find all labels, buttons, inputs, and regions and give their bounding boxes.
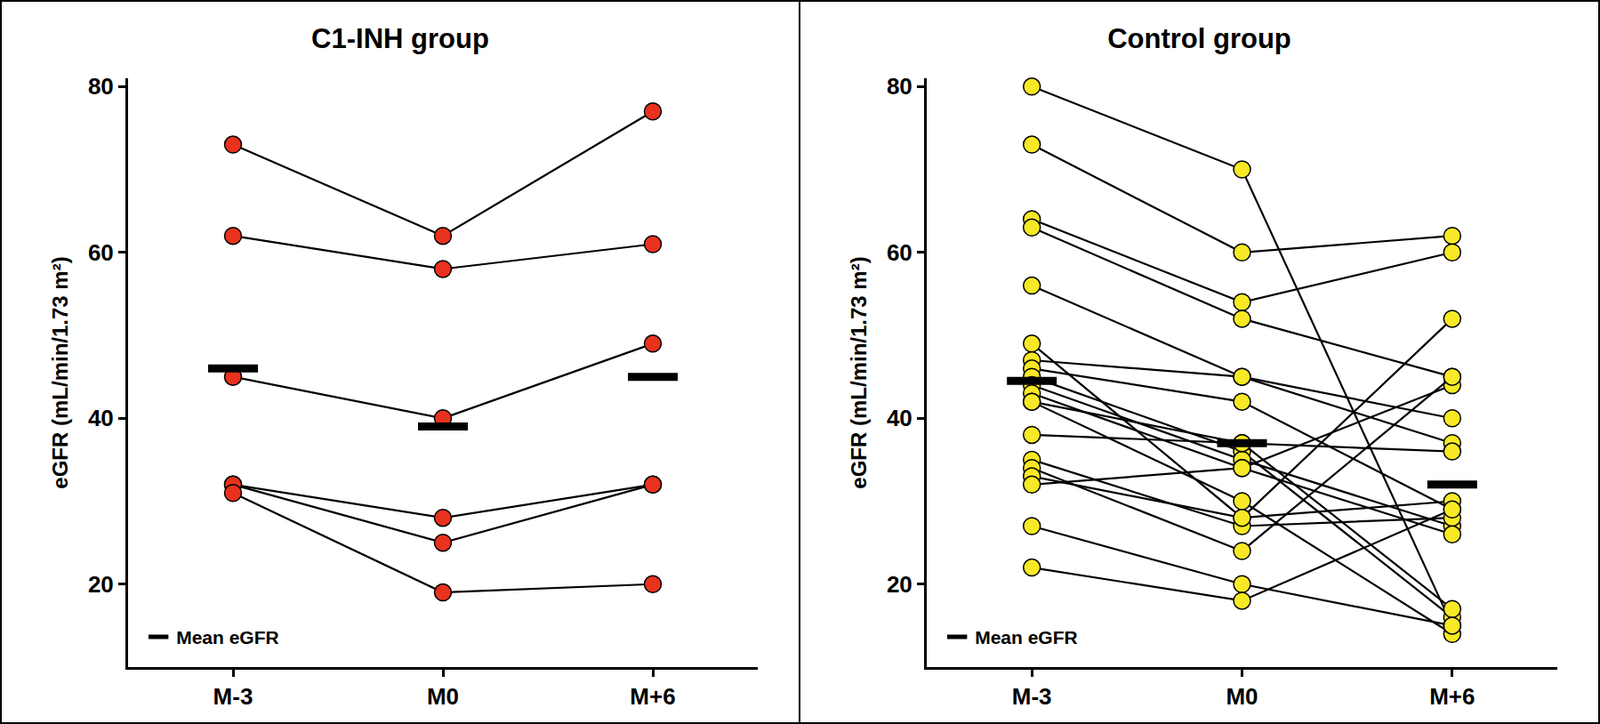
svg-text:eGFR (mL/min/1.73 m²): eGFR (mL/min/1.73 m²) — [48, 256, 73, 489]
svg-text:M+6: M+6 — [1429, 683, 1475, 710]
svg-text:20: 20 — [886, 570, 913, 598]
svg-text:20: 20 — [88, 570, 114, 598]
svg-text:C1-INH group: C1-INH group — [311, 23, 490, 55]
svg-text:80: 80 — [88, 72, 114, 100]
svg-text:M-3: M-3 — [213, 683, 254, 710]
svg-text:Mean eGFR: Mean eGFR — [176, 627, 280, 648]
svg-text:40: 40 — [88, 404, 114, 432]
svg-text:M-3: M-3 — [1012, 683, 1053, 710]
svg-text:M0: M0 — [1225, 683, 1258, 710]
svg-text:M0: M0 — [426, 683, 459, 710]
svg-text:60: 60 — [886, 239, 913, 266]
svg-text:M+6: M+6 — [629, 683, 676, 710]
svg-text:60: 60 — [88, 239, 114, 266]
svg-text:Control group: Control group — [1107, 23, 1292, 55]
svg-text:eGFR (mL/min/1.73 m²): eGFR (mL/min/1.73 m²) — [846, 256, 871, 489]
svg-text:80: 80 — [886, 72, 913, 100]
svg-text:Mean eGFR: Mean eGFR — [974, 627, 1078, 648]
svg-text:40: 40 — [886, 404, 913, 432]
